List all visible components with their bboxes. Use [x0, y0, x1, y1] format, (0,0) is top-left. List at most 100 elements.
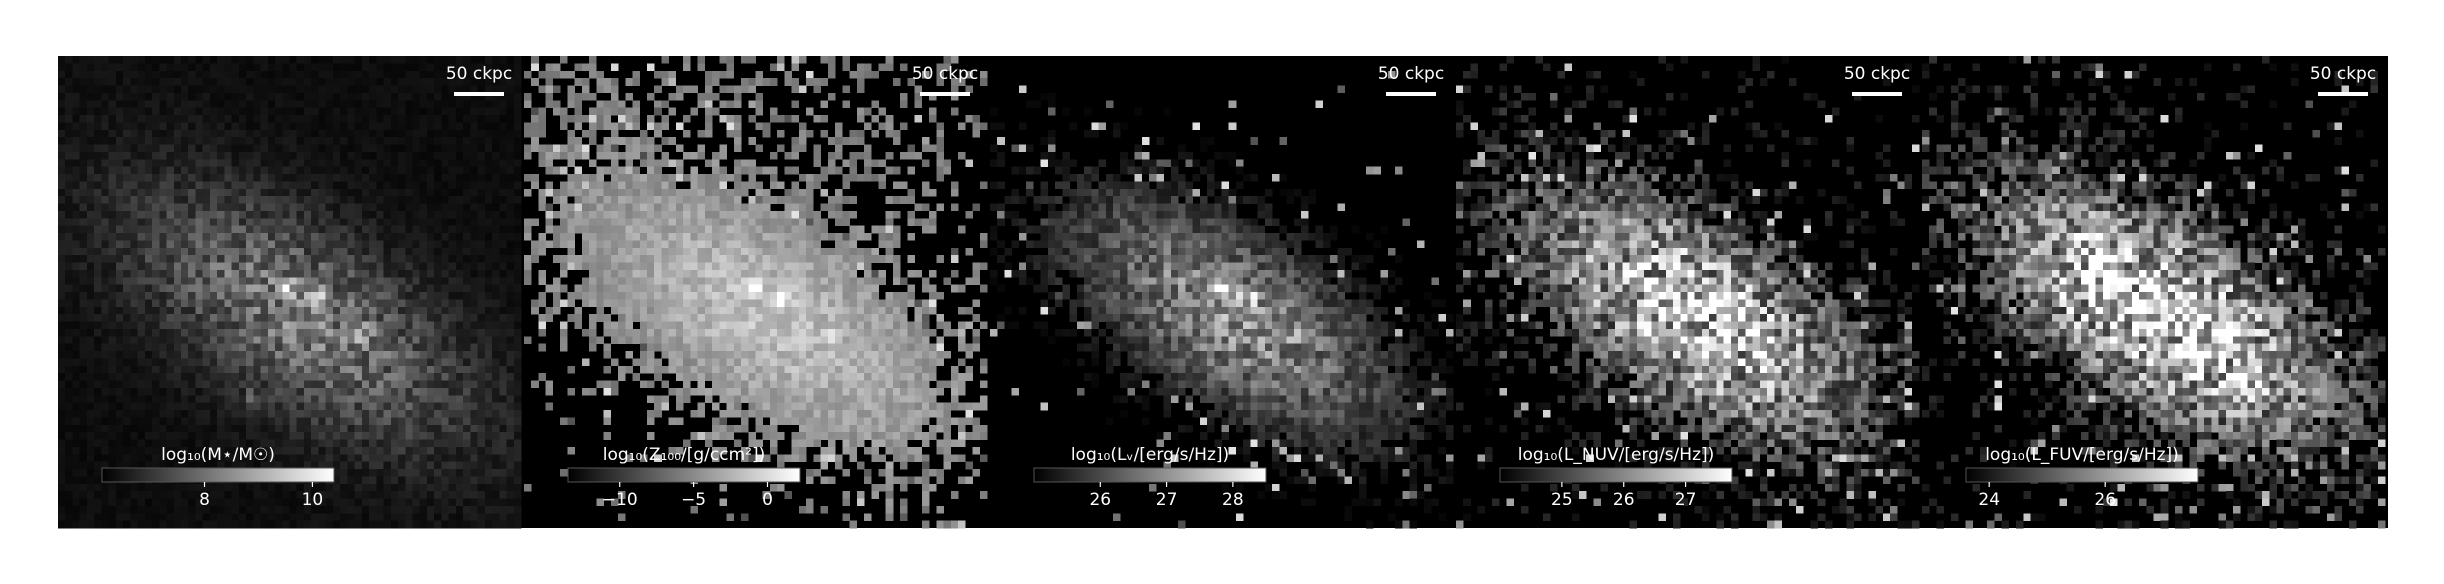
pixel — [332, 240, 341, 249]
pixel — [246, 402, 254, 411]
pixel — [123, 358, 131, 367]
pixel — [470, 92, 478, 101]
pixel — [72, 476, 80, 485]
pixel — [253, 365, 261, 374]
pixel — [936, 78, 944, 86]
pixel — [639, 129, 648, 138]
pixel — [398, 85, 406, 94]
pixel — [296, 424, 305, 433]
pixel — [253, 196, 261, 204]
pixel — [574, 174, 583, 182]
pixel — [282, 292, 290, 300]
pixel — [376, 188, 384, 197]
pixel — [697, 188, 706, 197]
pixel — [188, 351, 196, 359]
pixel — [246, 255, 254, 263]
pixel — [426, 328, 435, 337]
pixel — [238, 85, 247, 94]
pixel — [726, 63, 735, 72]
pixel — [224, 314, 232, 322]
pixel — [426, 203, 435, 212]
pixel — [470, 240, 478, 249]
pixel — [231, 151, 240, 160]
pixel — [369, 402, 377, 411]
pixel — [390, 137, 399, 145]
pixel — [434, 328, 442, 337]
pixel — [484, 380, 493, 389]
pixel — [596, 78, 604, 86]
pixel — [513, 181, 522, 190]
pixel — [253, 107, 261, 116]
pixel — [506, 351, 515, 359]
pixel — [827, 159, 836, 167]
pixel — [65, 498, 73, 507]
pixel — [188, 299, 196, 308]
pixel — [217, 505, 225, 514]
pixel — [603, 151, 612, 160]
pixel — [86, 328, 95, 337]
pixel — [173, 240, 182, 249]
pixel — [513, 218, 522, 226]
pixel — [246, 129, 254, 138]
pixel — [130, 70, 138, 79]
pixel — [513, 92, 522, 101]
pixel — [426, 336, 435, 344]
pixel — [188, 483, 196, 492]
pixel — [188, 424, 196, 433]
pixel — [419, 306, 428, 315]
pixel — [405, 218, 413, 226]
pixel — [791, 188, 800, 197]
pixel — [354, 247, 363, 256]
pixel — [260, 410, 269, 418]
pixel — [253, 151, 261, 160]
pixel — [596, 174, 604, 182]
pixel — [426, 292, 435, 300]
pixel — [376, 262, 384, 271]
pixel — [347, 166, 355, 175]
pixel — [733, 166, 742, 175]
pixel — [275, 129, 283, 138]
pixel — [101, 306, 109, 315]
pixel — [108, 225, 117, 234]
pixel — [560, 166, 568, 175]
pixel — [484, 505, 493, 514]
pixel — [282, 269, 290, 278]
pixel — [130, 351, 138, 359]
pixel — [209, 174, 218, 182]
pixel — [108, 159, 117, 167]
pixel — [275, 144, 283, 153]
pixel — [260, 292, 269, 300]
pixel — [419, 107, 428, 116]
pixel — [492, 321, 500, 330]
pixel — [332, 343, 341, 352]
pixel — [246, 351, 254, 359]
pixel — [86, 144, 95, 153]
pixel — [209, 513, 218, 521]
pixel — [209, 439, 218, 448]
pixel — [260, 461, 269, 470]
pixel — [115, 306, 124, 315]
pixel — [506, 144, 515, 153]
pixel — [231, 395, 240, 403]
pixel — [492, 85, 500, 94]
pixel — [289, 417, 298, 426]
pixel — [361, 196, 370, 204]
pixel — [332, 122, 341, 131]
pixel — [958, 151, 966, 160]
pixel — [246, 343, 254, 352]
pixel — [419, 269, 428, 278]
pixel — [733, 159, 742, 167]
pixel — [144, 107, 153, 116]
pixel — [123, 520, 131, 529]
pixel — [65, 483, 73, 492]
pixel — [369, 70, 377, 79]
pixel — [755, 188, 764, 197]
pixel — [253, 402, 261, 411]
pixel — [79, 365, 88, 374]
pixel — [390, 151, 399, 160]
pixel — [224, 129, 232, 138]
pixel — [144, 380, 153, 389]
pixel — [499, 210, 507, 219]
pixel — [115, 513, 124, 521]
pixel — [477, 358, 486, 367]
